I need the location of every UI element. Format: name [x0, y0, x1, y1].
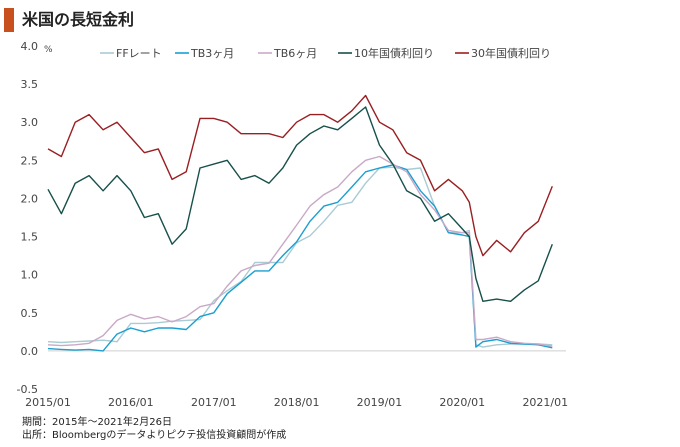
- y-tick-label: 2.0: [21, 192, 39, 205]
- y-tick-label: -0.5: [17, 383, 38, 396]
- y-tick-label: 1.0: [21, 269, 39, 282]
- legend-label: 30年国債利回り: [471, 46, 551, 60]
- x-tick-label: 2016/01: [108, 396, 154, 409]
- y-tick-label: 1.5: [21, 231, 39, 244]
- series-line-3: [47, 106, 553, 302]
- footnote-period: 期間：2015年～2021年2月26日: [22, 417, 172, 428]
- series-line-0: [47, 166, 553, 348]
- y-tick-label: 3.0: [21, 116, 39, 129]
- series-line-1: [47, 164, 553, 352]
- x-tick-label: 2019/01: [357, 396, 403, 409]
- y-unit-label: %: [44, 45, 53, 55]
- x-tick-label: 2015/01: [25, 396, 71, 409]
- x-tick-label: 2021/01: [522, 396, 568, 409]
- series-line-4: [47, 94, 553, 257]
- legend-label: 10年国債利回り: [354, 46, 434, 60]
- chart-title: 米国の長短金利: [22, 10, 135, 29]
- y-tick-label: 2.5: [21, 154, 39, 167]
- y-tick-label: 0.5: [21, 307, 39, 320]
- x-tick-label: 2017/01: [191, 396, 237, 409]
- x-tick-label: 2018/01: [274, 396, 320, 409]
- legend-label: FFレート: [116, 47, 162, 60]
- x-tick-label: 2020/01: [439, 396, 485, 409]
- title-accent-bar: [4, 8, 14, 32]
- series-line-2: [47, 155, 553, 347]
- legend-label: TB6ヶ月: [273, 47, 317, 60]
- y-tick-label: 3.5: [21, 78, 39, 91]
- y-tick-label: 0.0: [21, 345, 39, 358]
- legend-label: TB3ヶ月: [190, 47, 234, 60]
- y-tick-label: 4.0: [21, 40, 39, 53]
- footnote-source: 出所：Bloombergのデータよりピクテ投信投資顧問が作成: [22, 430, 287, 441]
